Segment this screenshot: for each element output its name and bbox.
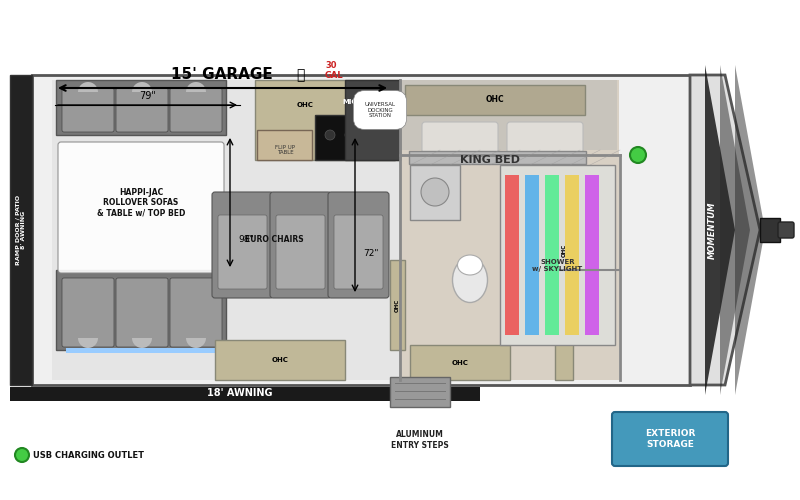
FancyBboxPatch shape [328,192,389,298]
Circle shape [421,178,449,206]
Circle shape [382,130,392,140]
Wedge shape [132,338,152,348]
Text: ⛽: ⛽ [296,68,304,82]
Text: 98": 98" [238,236,254,244]
Circle shape [325,130,335,140]
FancyBboxPatch shape [409,151,586,164]
FancyBboxPatch shape [218,215,267,289]
Ellipse shape [458,255,482,275]
Text: OHC: OHC [486,96,504,104]
Bar [760,218,780,242]
Ellipse shape [453,258,487,302]
Bar [10,387,480,401]
Bar [410,345,510,380]
Bar [401,80,619,380]
Text: OHC: OHC [394,298,399,312]
Bar [345,80,400,160]
Text: KING BED: KING BED [460,155,520,165]
FancyBboxPatch shape [170,88,222,132]
Wedge shape [78,338,98,348]
Wedge shape [132,82,152,92]
Bar [56,270,226,350]
FancyBboxPatch shape [422,122,498,163]
Text: 15' GARAGE: 15' GARAGE [171,67,273,82]
Text: ALUMINUM
ENTRY STEPS: ALUMINUM ENTRY STEPS [391,430,449,450]
Text: HAPPI-JAC
ROLLOVER SOFAS
& TABLE w/ TOP BED: HAPPI-JAC ROLLOVER SOFAS & TABLE w/ TOP … [97,188,185,218]
Bar [66,348,216,353]
Circle shape [345,130,355,140]
Wedge shape [78,82,98,92]
Bar [505,175,519,335]
Text: OHC: OHC [562,244,566,256]
Circle shape [15,448,29,462]
FancyBboxPatch shape [116,278,168,347]
Text: OHC: OHC [297,102,314,108]
FancyBboxPatch shape [62,88,114,132]
Bar [10,75,32,385]
Polygon shape [735,65,765,395]
Bar [405,85,585,115]
Text: SHOWER
w/ SKYLIGHT: SHOWER w/ SKYLIGHT [532,258,582,272]
FancyBboxPatch shape [612,412,728,466]
Wedge shape [186,82,206,92]
Text: 30
GAL: 30 GAL [325,60,344,80]
Polygon shape [705,65,735,395]
Wedge shape [186,338,206,348]
Bar [555,230,573,380]
Circle shape [365,130,375,140]
Text: RAMP DOOR / PATIO
8' AWNING: RAMP DOOR / PATIO 8' AWNING [15,195,26,265]
FancyBboxPatch shape [212,192,273,298]
Polygon shape [690,75,760,385]
Bar [585,175,599,335]
Bar [500,165,615,345]
Text: FLIP UP
TABLE: FLIP UP TABLE [275,144,295,156]
FancyBboxPatch shape [778,222,794,238]
Polygon shape [720,65,750,395]
Text: REFER: REFER [359,117,385,123]
Text: EURO CHAIRS: EURO CHAIRS [245,236,303,244]
Bar [390,377,450,407]
FancyBboxPatch shape [62,278,114,347]
Text: EXTERIOR
STORAGE: EXTERIOR STORAGE [645,430,695,448]
Text: OHC: OHC [271,357,289,363]
FancyBboxPatch shape [32,75,690,385]
Bar [410,165,460,220]
Bar [56,80,226,135]
Text: OHC: OHC [451,360,469,366]
Text: MICRO: MICRO [342,99,368,105]
Bar [565,175,579,335]
FancyBboxPatch shape [170,278,222,347]
FancyBboxPatch shape [270,192,331,298]
Bar [545,175,559,335]
Circle shape [630,147,646,163]
FancyBboxPatch shape [276,215,325,289]
Bar [315,115,395,160]
Bar [52,80,400,380]
FancyBboxPatch shape [58,142,224,273]
FancyBboxPatch shape [116,88,168,132]
FancyBboxPatch shape [334,215,383,289]
Bar [257,130,312,160]
Text: 18' AWNING: 18' AWNING [207,388,273,398]
Bar [525,175,539,335]
Text: 79": 79" [139,91,157,101]
Text: UNIVERSAL
DOCKING
STATION: UNIVERSAL DOCKING STATION [365,102,395,118]
Bar [401,80,617,150]
Text: USB CHARGING OUTLET: USB CHARGING OUTLET [33,450,144,460]
Text: MOMENTUM: MOMENTUM [707,201,717,259]
Bar [215,340,345,380]
Text: 72": 72" [363,248,378,258]
Bar [390,260,405,350]
FancyBboxPatch shape [507,122,583,163]
Bar [255,80,400,160]
